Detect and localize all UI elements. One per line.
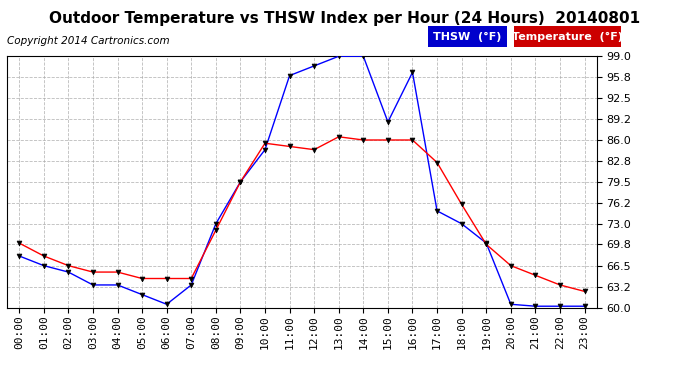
Text: THSW  (°F): THSW (°F) [433, 32, 502, 42]
Text: Copyright 2014 Cartronics.com: Copyright 2014 Cartronics.com [7, 36, 170, 46]
Text: Temperature  (°F): Temperature (°F) [512, 32, 623, 42]
Text: Outdoor Temperature vs THSW Index per Hour (24 Hours)  20140801: Outdoor Temperature vs THSW Index per Ho… [50, 11, 640, 26]
